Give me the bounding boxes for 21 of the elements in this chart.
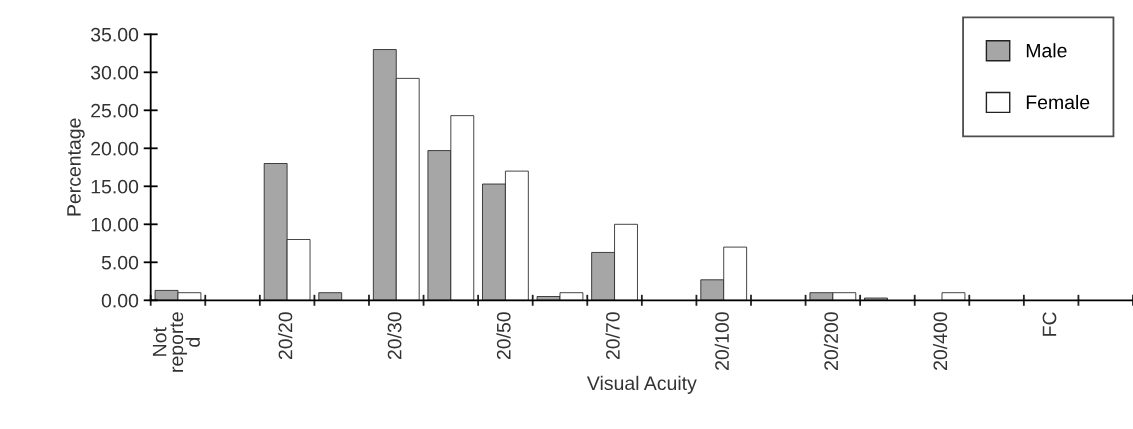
x-tick-label: 20/100	[714, 312, 729, 370]
y-tick-label: 25.00	[91, 103, 139, 118]
x-tick-label: FC	[1042, 312, 1057, 336]
x-tick-label: 20/50	[496, 312, 511, 360]
y-tick-label: 5.00	[101, 255, 139, 270]
legend-label: Female	[1026, 94, 1090, 110]
y-tick-label: 0.00	[101, 293, 139, 308]
y-tick-label: 20.00	[91, 141, 139, 156]
y-axis-title: Percentage	[67, 118, 85, 216]
legend-label: Male	[1026, 43, 1067, 58]
x-axis-title: Visual Acuity	[586, 375, 697, 394]
y-tick-label: 15.00	[91, 179, 139, 194]
x-tick-label: Not reporte d	[152, 312, 200, 372]
y-tick-label: 35.00	[90, 27, 139, 42]
x-tick-label: 20/200	[823, 312, 839, 370]
y-tick-label: 10.00	[91, 217, 139, 232]
y-tick-label: 30.00	[90, 65, 139, 80]
x-tick-label: 20/70	[605, 312, 620, 360]
x-tick-label: 20/30	[387, 312, 402, 360]
x-tick-label: 20/20	[278, 312, 293, 360]
x-tick-label: 20/400	[932, 312, 948, 370]
